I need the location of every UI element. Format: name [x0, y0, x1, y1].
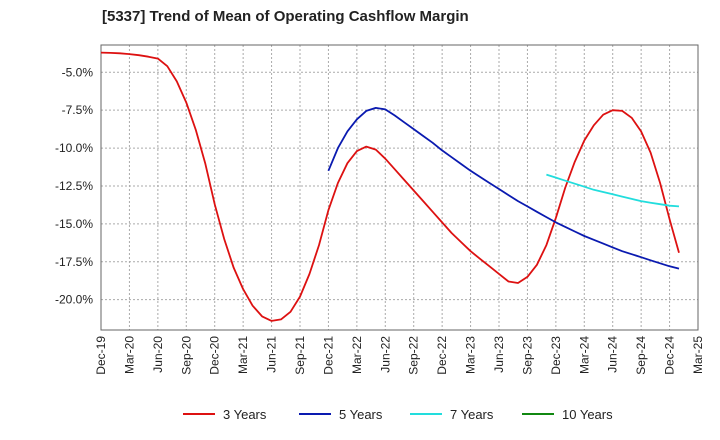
y-tick-label: -10.0% — [55, 141, 93, 155]
y-tick-label: -7.5% — [62, 103, 94, 117]
x-tick-label: Mar-25 — [691, 336, 705, 374]
legend: 3 Years 5 Years 7 Years 10 Years — [183, 407, 613, 422]
y-tick-label: -17.5% — [55, 255, 93, 269]
y-tick-label: -5.0% — [62, 65, 94, 79]
y-tick-label: -20.0% — [55, 293, 93, 307]
x-tick-label: Dec-20 — [208, 336, 222, 375]
x-tick-label: Dec-21 — [321, 336, 335, 375]
x-axis: Dec-19 Mar-20 Jun-20 Sep-20 Dec-20 Mar-21 Jun-… — [94, 336, 705, 375]
chart-title: [5337] Trend of Mean of Operating Cashfl… — [102, 8, 469, 25]
series-line-5-years — [327, 107, 680, 270]
x-tick-label: Sep-23 — [520, 336, 534, 375]
y-axis: -5.0% -7.5% -10.0% -12.5% -15.0% -17.5% -20.0% — [55, 65, 93, 306]
y-tick-label: -12.5% — [55, 179, 93, 193]
x-tick-label: Mar-23 — [464, 336, 478, 374]
x-tick-label: Sep-21 — [293, 336, 307, 375]
x-tick-label: Sep-20 — [179, 336, 193, 375]
series-line-3-years — [100, 51, 680, 322]
x-tick-label: Sep-22 — [407, 336, 421, 375]
x-tick-label: Mar-24 — [577, 336, 591, 374]
legend-label-7-years: 7 Years — [450, 407, 494, 422]
series-layer — [100, 51, 680, 322]
legend-label-5-years: 5 Years — [339, 407, 383, 422]
x-tick-label: Jun-24 — [606, 336, 620, 373]
x-tick-label: Jun-20 — [151, 336, 165, 373]
grid-layer — [100, 45, 699, 330]
x-tick-label: Sep-24 — [634, 336, 648, 375]
series-line-7-years — [546, 173, 680, 208]
x-tick-label: Jun-21 — [265, 336, 279, 373]
x-tick-label: Mar-20 — [122, 336, 136, 374]
y-tick-label: -15.0% — [55, 217, 93, 231]
x-tick-label: Jun-23 — [492, 336, 506, 373]
x-tick-label: Mar-22 — [350, 336, 364, 374]
x-tick-label: Dec-22 — [435, 336, 449, 375]
legend-label-10-years: 10 Years — [562, 407, 613, 422]
plot-frame — [100, 44, 699, 331]
x-tick-label: Dec-23 — [549, 336, 563, 375]
x-tick-label: Dec-19 — [94, 336, 108, 375]
x-tick-label: Mar-21 — [236, 336, 250, 374]
x-tick-label: Dec-24 — [663, 336, 677, 375]
legend-label-3-years: 3 Years — [223, 407, 267, 422]
x-tick-label: Jun-22 — [378, 336, 392, 373]
